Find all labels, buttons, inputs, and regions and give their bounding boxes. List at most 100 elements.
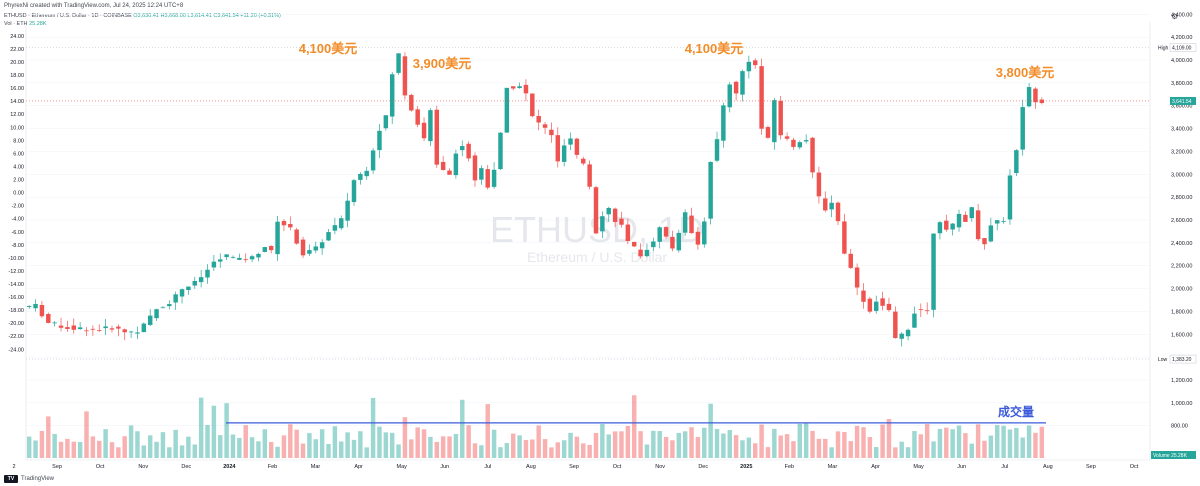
candle-body [593, 187, 599, 234]
time-axis-label: Feb [268, 464, 277, 470]
volume-bar [1007, 429, 1013, 458]
right-axis-label: 800.00 [1171, 424, 1188, 430]
volume-label[interactable]: Vol · ETH [4, 21, 28, 27]
volume-bar [141, 445, 147, 458]
volume-bar [918, 434, 924, 458]
candle-body [402, 56, 408, 96]
candle-body [931, 233, 936, 310]
volume-bar [364, 447, 369, 458]
candle-body [237, 257, 242, 260]
volume-annotation: 成交量 [998, 404, 1034, 419]
time-axis-label: Jun [440, 464, 449, 470]
volume-bar [389, 432, 395, 458]
tradingview-footer[interactable]: TV TradingView [4, 475, 54, 483]
candle-body [332, 225, 338, 231]
time-axis-label: Oct [613, 464, 622, 470]
candle-body [727, 84, 732, 108]
time-axis-label: Jul [1001, 464, 1008, 470]
volume-bar [428, 436, 433, 458]
marker-label: Low [1158, 357, 1168, 363]
volume-bar [797, 423, 803, 458]
volume-bar [803, 423, 809, 458]
time-axis-label: Mar [828, 464, 838, 470]
symbol-legend[interactable]: ETHUSD · Ethereum / U.S. Dollar · 1D · C… [4, 13, 281, 19]
ohlc-values: O3,630.41 H3,668.00 L3,614.41 C3,641.54 … [133, 13, 281, 19]
candle-body [772, 100, 777, 143]
volume-bar [103, 429, 108, 458]
right-axis-label: 3,800.00 [1171, 81, 1192, 87]
volume-bar [612, 431, 618, 458]
candle-body [300, 239, 306, 256]
left-axis-label: 16.00 [10, 86, 24, 92]
marker-bg [1170, 96, 1196, 105]
time-axis-label: Mar [311, 464, 321, 470]
tradingview-brand[interactable]: TradingView [21, 476, 55, 482]
candle-body [128, 331, 134, 333]
candle-body [472, 155, 478, 181]
volume-bar [574, 436, 580, 458]
volume-bar [956, 425, 962, 458]
volume-bar [937, 428, 943, 458]
candle-body [721, 105, 726, 141]
volume-bar [975, 424, 981, 458]
volume-bar [447, 436, 452, 458]
candle-body [702, 221, 707, 245]
candle-body [205, 269, 210, 278]
candle-body [409, 94, 414, 111]
volume-bar [97, 440, 102, 458]
volume-bar [740, 440, 745, 458]
volume-bar [1033, 432, 1038, 458]
volume-bar [154, 441, 159, 458]
volume-bar [561, 440, 567, 458]
candle-body [784, 136, 790, 139]
candle-body [689, 215, 694, 234]
volume-bar [530, 439, 535, 458]
time-axis-label: 2025 [740, 464, 752, 470]
volume-bar [109, 442, 115, 458]
candle-body [937, 222, 943, 234]
volume-bar [886, 419, 892, 458]
volume-bar [670, 440, 675, 458]
time-axis-label: Feb [785, 464, 794, 470]
candle-body [453, 153, 459, 176]
volume-bar [122, 436, 127, 458]
volume-bar [663, 436, 669, 458]
left-axis-label: 24.00 [10, 34, 24, 40]
volume-bar [370, 397, 376, 458]
volume-bar [237, 437, 242, 458]
volume-bar [319, 429, 325, 458]
time-axis-label: May [396, 464, 407, 470]
candle-body [880, 298, 885, 306]
left-axis-label: 12.00 [10, 112, 24, 118]
volume-bar [510, 433, 516, 458]
volume-bar [160, 432, 166, 458]
volume-bar [46, 416, 51, 458]
right-axis-label: 4,400.00 [1171, 12, 1192, 18]
candle-body [574, 138, 580, 155]
candle-body [555, 135, 561, 162]
candle-body [905, 329, 911, 337]
gear-icon[interactable]: ⚙ [1171, 12, 1179, 21]
candle-body [90, 328, 96, 330]
candle-body [65, 327, 70, 330]
candle-body [829, 202, 834, 210]
time-axis-label: Oct [96, 464, 105, 470]
candle-body [924, 310, 930, 312]
volume-bar [542, 439, 548, 458]
candle-body [186, 286, 191, 291]
candle-body [510, 86, 516, 89]
volume-legend[interactable]: Vol · ETH 25.28K [4, 21, 47, 27]
volume-bar [600, 424, 605, 458]
volume-bar [721, 433, 726, 458]
volume-bar [211, 405, 217, 458]
symbol-name[interactable]: ETHUSD · Ethereum / U.S. Dollar · 1D · C… [4, 13, 132, 19]
candle-body [71, 325, 76, 330]
candle-body [861, 290, 866, 302]
volume-bar [969, 443, 974, 458]
candle-body [179, 289, 185, 297]
volume-bar [823, 438, 828, 458]
volume-bar [861, 427, 866, 458]
marker-value: 1,383.20 [1172, 357, 1192, 363]
right-axis-label: 2,400.00 [1171, 241, 1192, 247]
